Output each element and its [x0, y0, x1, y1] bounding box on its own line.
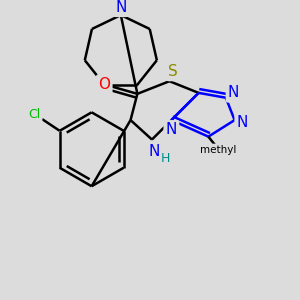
Text: O: O: [98, 76, 110, 92]
Text: Cl: Cl: [28, 108, 40, 121]
Text: N: N: [166, 122, 177, 137]
Text: methyl: methyl: [200, 145, 236, 155]
Text: H: H: [161, 152, 170, 166]
Text: N: N: [148, 144, 160, 159]
Text: N: N: [228, 85, 239, 100]
Text: S: S: [169, 64, 178, 79]
Text: N: N: [237, 115, 248, 130]
Text: N: N: [115, 0, 127, 15]
